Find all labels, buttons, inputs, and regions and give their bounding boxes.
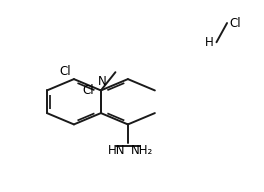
Text: Cl: Cl	[60, 65, 71, 78]
Text: N: N	[98, 74, 107, 88]
Text: Cl: Cl	[230, 17, 241, 30]
Text: NH₂: NH₂	[130, 144, 153, 157]
Text: Cl: Cl	[83, 84, 94, 97]
Text: HN: HN	[108, 144, 125, 157]
Text: H: H	[205, 36, 214, 49]
